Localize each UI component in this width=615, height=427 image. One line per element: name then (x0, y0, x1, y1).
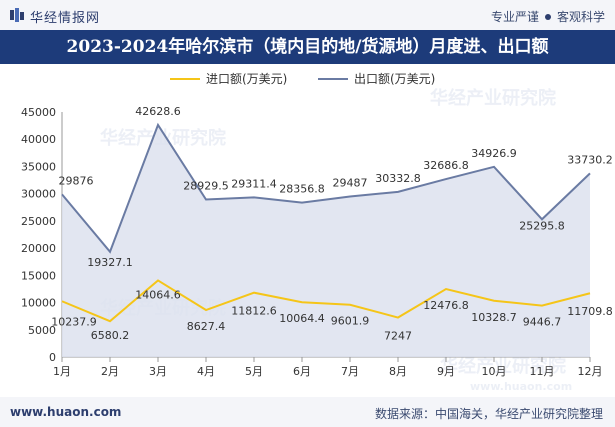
y-tick-label: 0 (49, 351, 56, 364)
import-data-label: 10064.4 (279, 312, 325, 325)
y-tick-label: 30000 (21, 188, 56, 201)
import-data-label: 10237.9 (51, 315, 97, 328)
watermark-url: www.huaon.com (470, 380, 572, 393)
import-data-label: 6580.2 (91, 329, 130, 342)
x-tick-label: 6月 (293, 365, 311, 378)
export-area (62, 124, 590, 358)
tagline-right: 客观科学 (556, 10, 605, 24)
logo-text: 华经情报网 (30, 11, 101, 26)
data-source: 数据来源：中国海关，华经产业研究院整理 (374, 407, 603, 421)
brand-header: 华经情报网 专业严谨 客观科学 (0, 0, 615, 30)
y-tick-label: 10000 (21, 297, 56, 310)
export-data-label: 25295.8 (519, 219, 565, 232)
export-data-label: 29311.4 (231, 177, 277, 190)
tagline-left: 专业严谨 (490, 10, 539, 24)
import-data-label: 9446.7 (523, 316, 562, 329)
x-tick-label: 8月 (389, 365, 407, 378)
export-data-label: 33730.2 (567, 153, 613, 166)
footer: www.huaon.com 数据来源：中国海关，华经产业研究院整理 (0, 397, 615, 427)
separator-dot-icon (544, 14, 551, 20)
logo-icon (10, 8, 24, 22)
export-data-label: 32686.8 (423, 159, 469, 172)
footer-url: www.huaon.com (10, 405, 122, 419)
x-tick-label: 12月 (578, 365, 603, 378)
chart-title: 2023-2024年哈尔滨市（境内目的地/货源地）月度进、出口额 (66, 37, 549, 57)
export-series-line (61, 122, 591, 254)
y-tick-label: 40000 (21, 133, 56, 146)
x-tick-label: 2月 (101, 365, 119, 378)
export-data-label: 34926.9 (471, 147, 517, 160)
x-tick-label: 3月 (149, 365, 167, 378)
x-tick-label: 10月 (482, 365, 507, 378)
import-series-line (61, 279, 591, 323)
export-data-label: 42628.6 (135, 105, 181, 118)
line-chart: 华经产业研究院 华经产业研究院 华经产业研究院 华经产业研究院 www.huao… (21, 72, 613, 393)
x-tick-label: 4月 (197, 365, 215, 378)
x-tick-label: 1月 (53, 365, 71, 378)
export-data-label: 19327.1 (87, 256, 133, 269)
export-data-label: 29876 (59, 174, 94, 187)
x-tick-label: 11月 (530, 365, 555, 378)
y-tick-label: 45000 (21, 106, 56, 119)
y-tick-label: 15000 (21, 269, 56, 282)
x-tick-label: 9月 (437, 365, 455, 378)
legend-import-label: 进口额(万美元) (206, 72, 287, 86)
export-data-label: 30332.8 (375, 172, 421, 185)
import-data-label: 11709.8 (567, 305, 613, 318)
x-tick-label: 7月 (341, 365, 359, 378)
y-tick-label: 5000 (28, 324, 56, 337)
tagline: 专业严谨 客观科学 (491, 8, 605, 25)
legend-export-label: 出口额(万美元) (354, 72, 435, 86)
y-tick-label: 25000 (21, 215, 56, 228)
y-tick-label: 20000 (21, 242, 56, 255)
export-data-label: 28356.8 (279, 183, 325, 196)
export-data-label: 29487 (333, 176, 368, 189)
import-data-label: 7247 (384, 330, 412, 343)
export-data-label: 28929.5 (183, 179, 229, 192)
legend: 进口额(万美元) 出口额(万美元) (170, 72, 435, 86)
import-data-label: 11812.6 (231, 305, 277, 318)
watermark-4: 华经产业研究院 (440, 355, 566, 377)
plot-area: 29876 19327.1 42628.6 28929.5 29311.4 28356.8… (51, 105, 613, 358)
watermark-2: 华经产业研究院 (430, 87, 556, 109)
y-tick-label: 35000 (21, 160, 56, 173)
import-data-label: 8627.4 (187, 320, 226, 333)
title-bar: 2023-2024年哈尔滨市（境内目的地/货源地）月度进、出口额 (0, 30, 615, 64)
import-data-label: 10328.7 (471, 311, 517, 324)
import-data-label: 9601.9 (331, 315, 370, 328)
import-data-label: 12476.8 (423, 299, 469, 312)
x-tick-label: 5月 (245, 365, 263, 378)
import-data-label: 14064.6 (135, 288, 181, 301)
